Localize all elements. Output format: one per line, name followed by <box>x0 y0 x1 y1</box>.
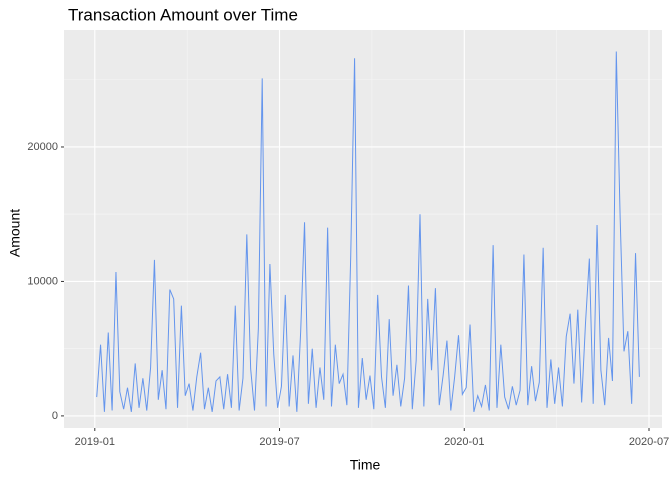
y-tick-label: 20000 <box>27 141 58 153</box>
x-tick-label: 2019-07 <box>259 436 299 448</box>
y-axis-title: Amount <box>7 209 23 257</box>
chart-title: Transaction Amount over Time <box>68 5 298 24</box>
x-tick-label: 2019-01 <box>75 436 115 448</box>
y-tick-label: 10000 <box>27 275 58 287</box>
x-tick-label: 2020-07 <box>629 436 669 448</box>
data-line <box>96 51 640 412</box>
y-tick-label: 0 <box>52 410 58 422</box>
x-axis-title: Time <box>350 457 381 473</box>
x-tick-label: 2020-01 <box>444 436 484 448</box>
